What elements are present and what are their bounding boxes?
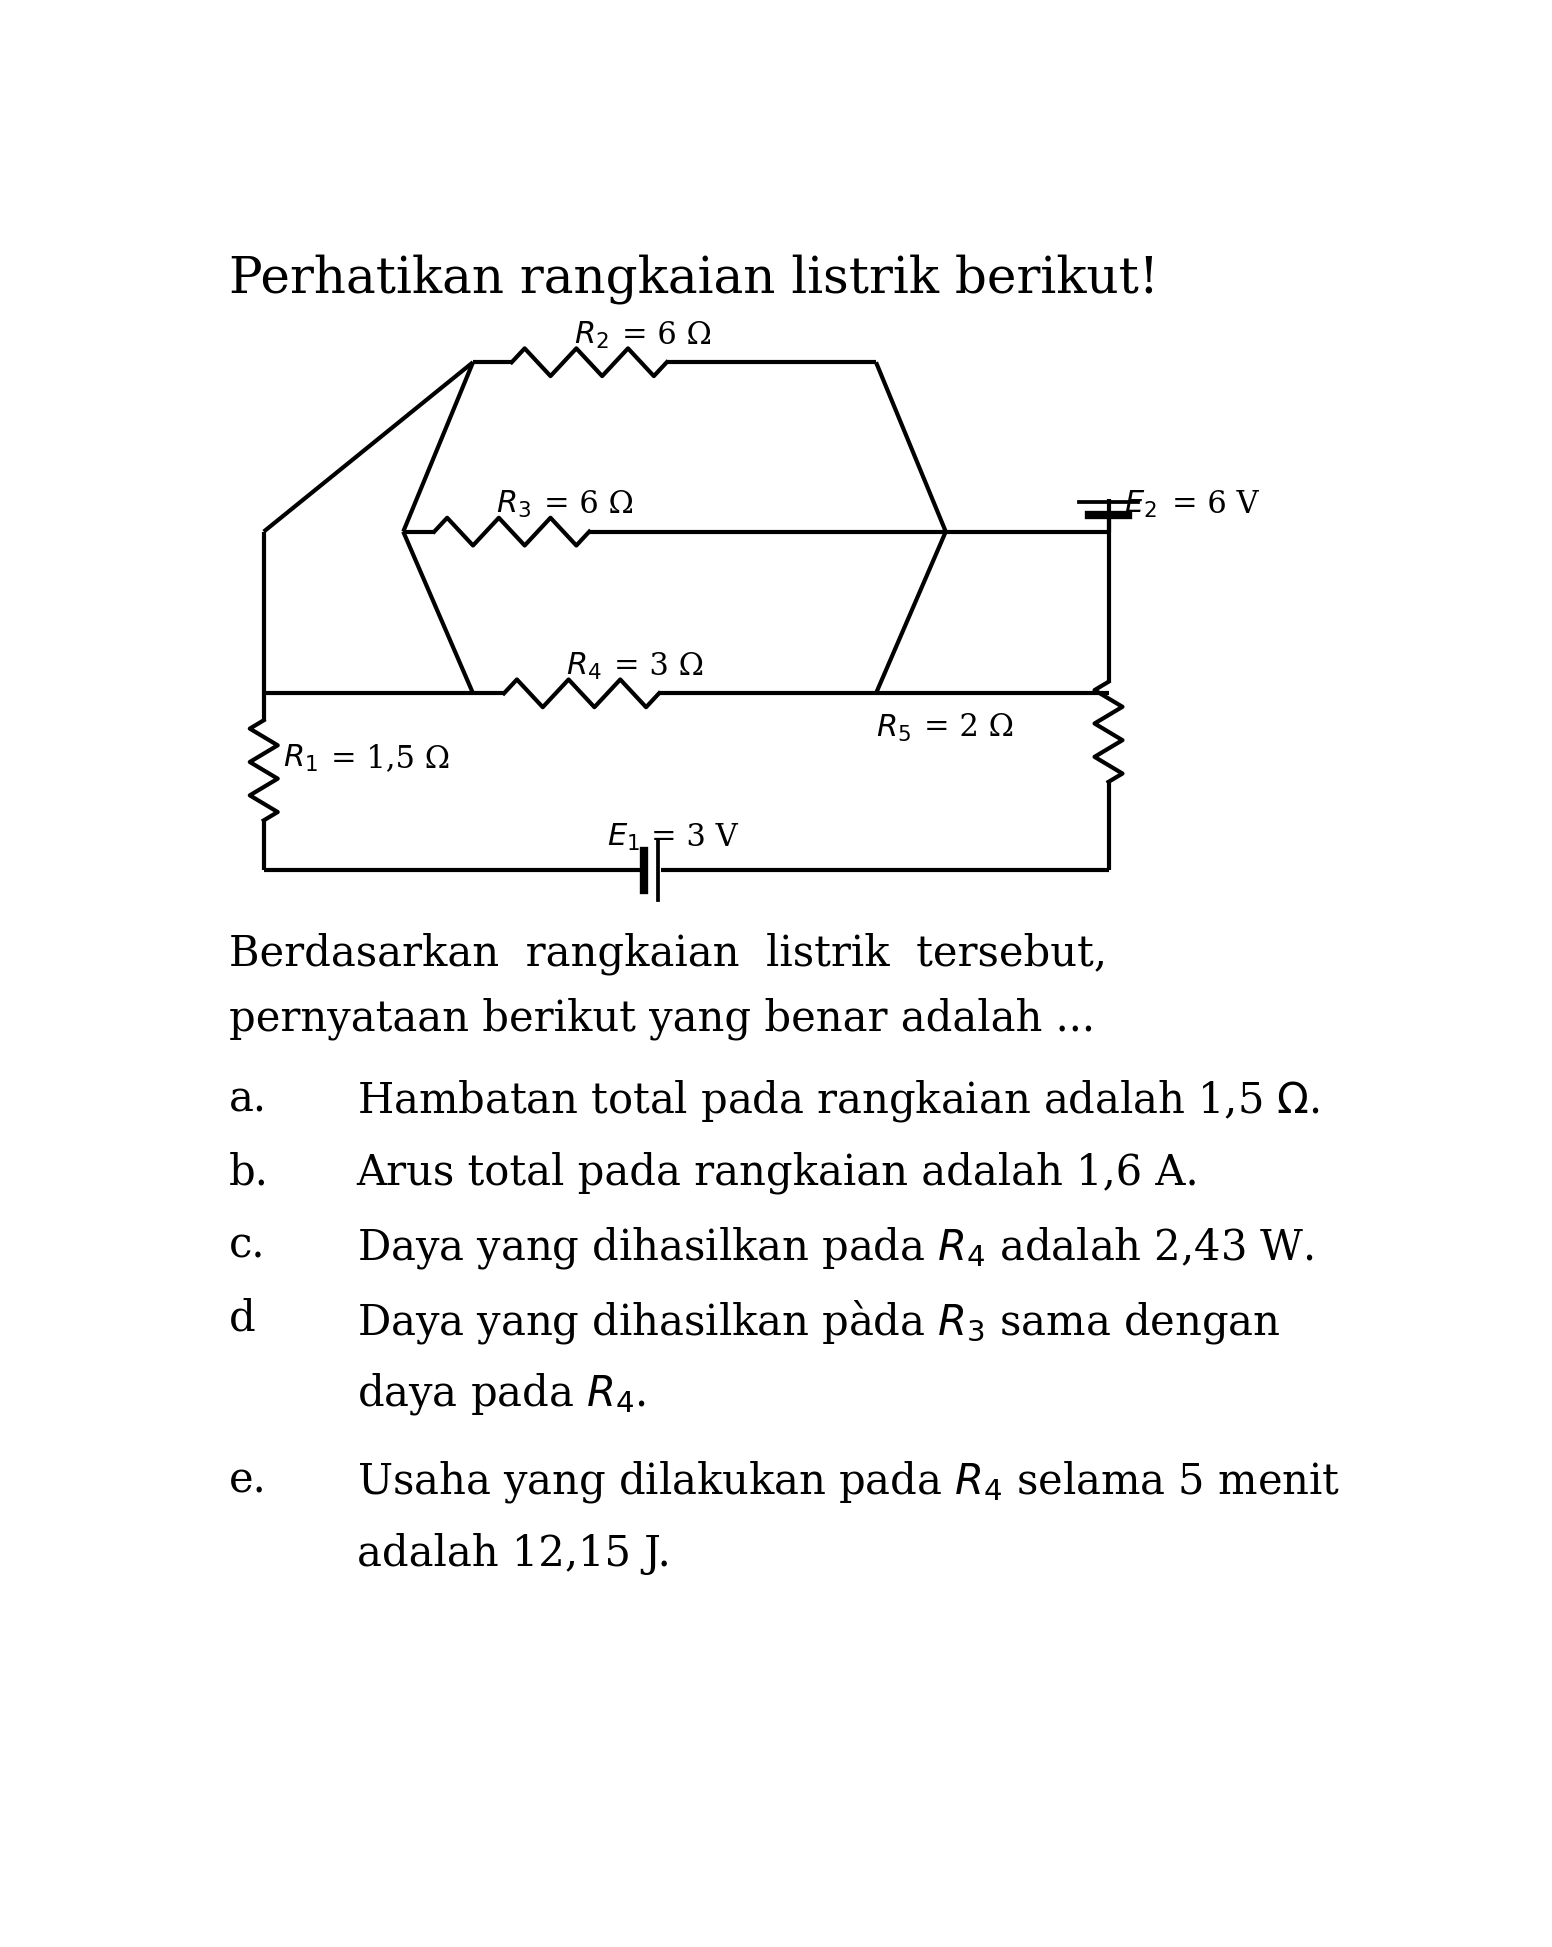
Text: e.: e. [228,1460,267,1501]
Text: $E_2$: $E_2$ [1124,489,1156,520]
Text: pernyataan berikut yang benar adalah ...: pernyataan berikut yang benar adalah ... [228,997,1094,1040]
Text: Daya yang dihasilkan pada $R_4$ adalah 2,43 W.: Daya yang dihasilkan pada $R_4$ adalah 2… [357,1225,1313,1271]
Text: $E_1$: $E_1$ [607,822,639,853]
Text: $R_1$: $R_1$ [282,744,318,775]
Text: = 3 V: = 3 V [652,822,739,853]
Text: Arus total pada rangkaian adalah 1,6 A.: Arus total pada rangkaian adalah 1,6 A. [357,1151,1200,1194]
Text: = 6 V: = 6 V [1172,489,1259,520]
Text: Berdasarkan  rangkaian  listrik  tersebut,: Berdasarkan rangkaian listrik tersebut, [228,933,1107,975]
Text: a.: a. [228,1079,267,1120]
Text: = 2 Ω: = 2 Ω [923,713,1013,744]
Text: = 3 Ω: = 3 Ω [615,650,705,681]
Text: = 1,5 Ω: = 1,5 Ω [331,744,450,775]
Text: = 6 Ω: = 6 Ω [622,319,712,350]
Text: $R_5$: $R_5$ [875,713,911,744]
Text: $R_2$: $R_2$ [574,319,608,350]
Text: adalah 12,15 J.: adalah 12,15 J. [357,1532,670,1575]
Text: c.: c. [228,1225,265,1267]
Text: daya pada $R_4$.: daya pada $R_4$. [357,1371,646,1417]
Text: Perhatikan rangkaian listrik berikut!: Perhatikan rangkaian listrik berikut! [228,255,1159,304]
Text: Hambatan total pada rangkaian adalah 1,5 $\Omega$.: Hambatan total pada rangkaian adalah 1,5… [357,1079,1319,1123]
Text: $R_3$: $R_3$ [497,489,531,520]
Text: = 6 Ω: = 6 Ω [545,489,635,520]
Text: $R_4$: $R_4$ [566,650,602,681]
Text: Daya yang dihasilkan pàda $R_3$ sama dengan: Daya yang dihasilkan pàda $R_3$ sama den… [357,1299,1280,1345]
Text: b.: b. [228,1151,268,1194]
Text: d: d [228,1299,256,1340]
Text: Usaha yang dilakukan pada $R_4$ selama 5 menit: Usaha yang dilakukan pada $R_4$ selama 5… [357,1460,1339,1505]
